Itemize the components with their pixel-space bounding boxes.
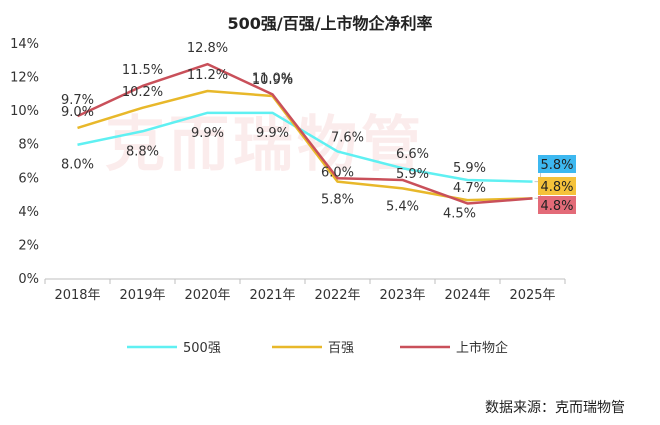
data-label: 12.8%: [187, 41, 228, 56]
data-label: 4.7%: [453, 181, 486, 196]
y-tick-label: 0%: [18, 272, 39, 287]
y-tick-label: 6%: [18, 171, 39, 186]
end-value-label: 4.8%: [540, 199, 573, 214]
y-tick-label: 10%: [10, 104, 39, 119]
x-tick-label: 2025年: [509, 288, 555, 303]
data-label: 9.7%: [61, 93, 94, 108]
data-labels: 8.0% 8.8% 9.9% 9.9% 7.6% 6.6% 5.9% 9.0% 10.2% 11.…: [61, 41, 486, 221]
data-label: 9.9%: [191, 126, 224, 141]
x-tick-label: 2024年: [444, 288, 490, 303]
y-tick-label: 4%: [18, 205, 39, 220]
data-label: 11.0%: [252, 71, 293, 86]
end-value-label: 5.8%: [540, 158, 573, 173]
data-label: 8.8%: [126, 144, 159, 159]
legend-label: 500强: [183, 341, 221, 356]
data-label: 7.6%: [331, 130, 364, 145]
watermark: 克而瑞物管: [105, 110, 425, 180]
end-label-box: [538, 155, 576, 173]
end-label-box: [538, 177, 576, 195]
data-label: 11.5%: [122, 63, 163, 78]
y-tick-label: 8%: [18, 138, 39, 153]
series-line-0: [77, 111, 533, 183]
series-line-1: [77, 89, 533, 202]
x-tick-label: 2019年: [119, 288, 165, 303]
end-label-box: [538, 196, 576, 214]
y-tick-label: 2%: [18, 238, 39, 253]
data-label: 5.9%: [396, 167, 429, 182]
data-label: 4.5%: [443, 206, 476, 221]
y-tick-label: 14%: [10, 37, 39, 52]
data-label: 5.4%: [386, 199, 419, 214]
data-label: 9.9%: [256, 126, 289, 141]
y-tick-label: 12%: [10, 71, 39, 86]
x-tick-label: 2021年: [249, 288, 295, 303]
data-label: 5.9%: [453, 161, 486, 176]
end-value-label: 4.8%: [540, 180, 573, 195]
data-label: 9.0%: [61, 105, 94, 120]
source-note: 数据来源：克而瑞物管: [485, 400, 625, 416]
legend-label: 上市物企: [456, 340, 508, 356]
series-line-2: [76, 62, 533, 205]
x-tick-label: 2018年: [54, 288, 100, 303]
data-label: 10.9%: [252, 73, 293, 88]
x-tick-label: 2023年: [379, 288, 425, 303]
data-label: 8.0%: [61, 158, 94, 173]
x-tick-label: 2020年: [184, 288, 230, 303]
axes: 0% 2% 4% 6% 8% 10% 12% 14% 2018年 2019年 2020年 2021年 2…: [10, 37, 566, 303]
data-label: 5.8%: [321, 193, 354, 208]
legend: 500强 百强 上市物企: [127, 340, 508, 356]
chart-title: 500强/百强/上市物企净利率: [227, 14, 432, 33]
data-label: 6.6%: [396, 147, 429, 162]
x-tick-label: 2022年: [314, 288, 360, 303]
data-label: 11.2%: [187, 68, 228, 83]
data-label: 6.0%: [321, 165, 354, 180]
data-label: 10.2%: [122, 85, 163, 100]
legend-label: 百强: [328, 341, 354, 356]
series-lines: [76, 62, 533, 205]
end-labels: 5.8% 4.8% 4.8%: [534, 155, 576, 214]
